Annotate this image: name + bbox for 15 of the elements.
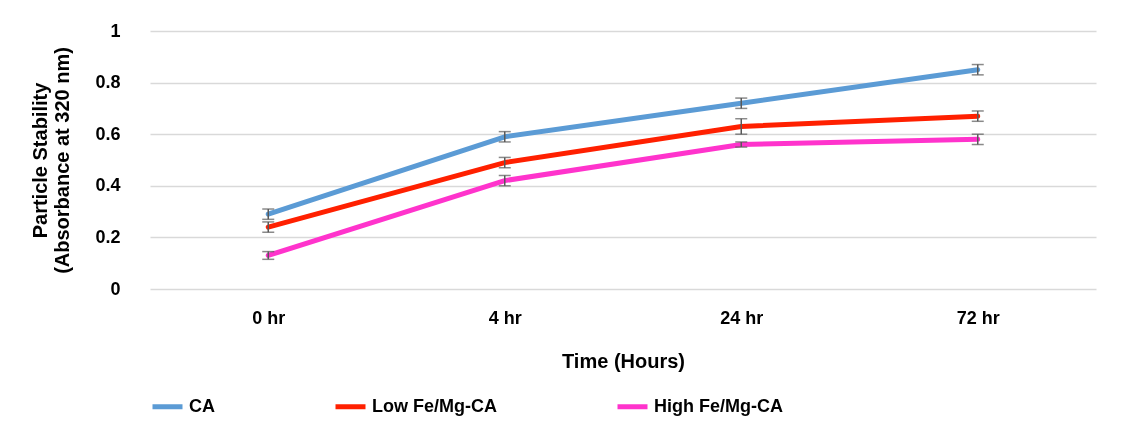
x-axis-title: Time (Hours): [562, 349, 685, 372]
y-tick-label: 1: [110, 20, 121, 41]
y-tick-label: 0.2: [95, 226, 121, 247]
legend-label: Low Fe/Mg-CA: [372, 395, 497, 416]
legend-label: CA: [189, 395, 215, 416]
x-tick-label: 24 hr: [720, 307, 764, 328]
y-tick-label: 0.6: [95, 123, 121, 144]
x-tick-label: 0 hr: [252, 307, 286, 328]
y-axis-title: Particle Stability (Absorbance at 320 nm): [29, 47, 74, 274]
y-tick-label: 0.4: [95, 175, 121, 196]
legend-label: High Fe/Mg-CA: [654, 395, 783, 416]
x-tick-label: 4 hr: [488, 307, 522, 328]
y-tick-label: 0.8: [95, 72, 121, 93]
x-tick-label: 72 hr: [956, 307, 1000, 328]
y-tick-label: 0: [110, 278, 121, 299]
